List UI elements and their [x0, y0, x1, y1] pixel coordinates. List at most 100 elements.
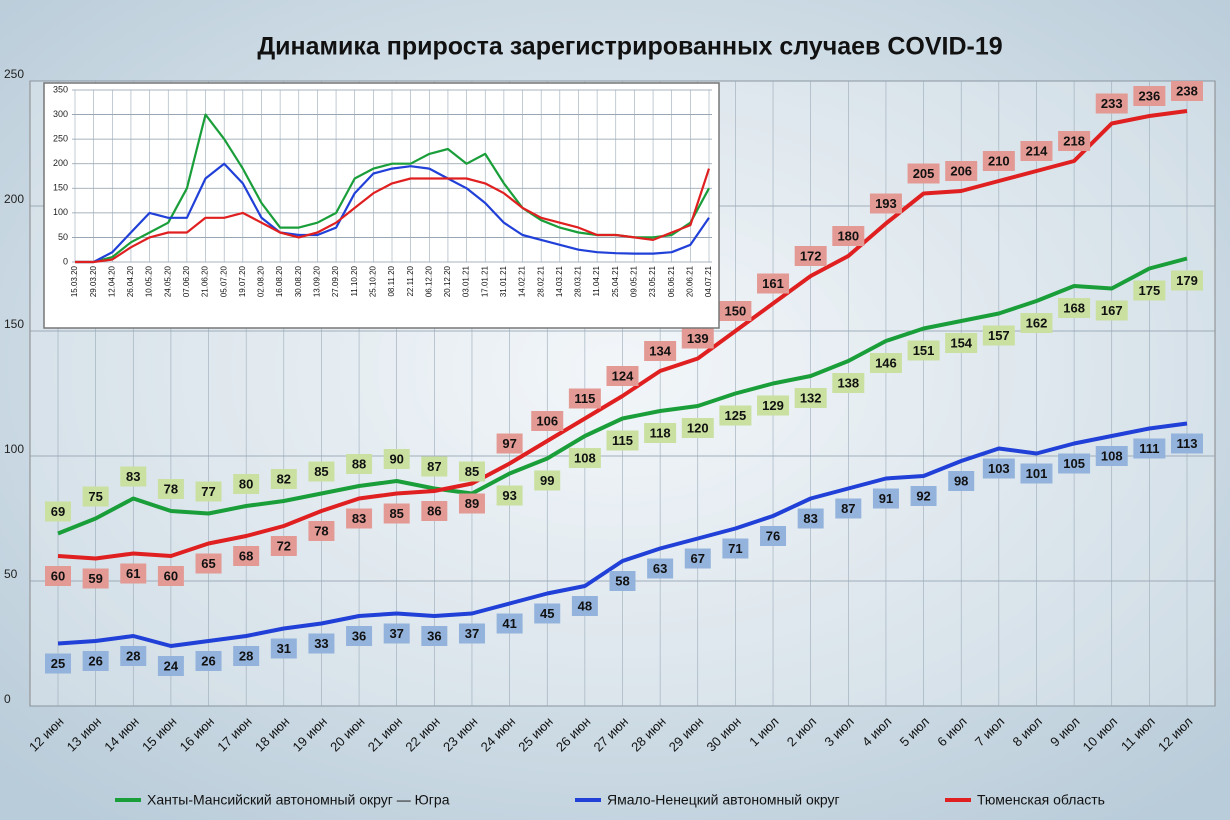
- data-label: 85: [465, 464, 479, 479]
- data-label-box: [270, 469, 297, 489]
- x-tick-label: 28.03.21: [574, 265, 583, 297]
- x-tick-label: 07.06.20: [182, 265, 191, 297]
- y-tick-label: 300: [53, 109, 68, 119]
- data-label-box: [233, 546, 260, 566]
- y-tick-label: 0: [4, 692, 11, 706]
- x-tick-label: 27.09.20: [331, 265, 340, 297]
- data-label: 179: [1176, 273, 1198, 288]
- data-label: 41: [502, 616, 516, 631]
- data-label-box: [157, 566, 184, 586]
- data-label: 206: [950, 163, 972, 178]
- data-label-box: [647, 558, 674, 579]
- data-label: 60: [164, 568, 178, 583]
- data-label: 61: [126, 566, 140, 581]
- data-label-box: [496, 613, 523, 634]
- legend-label: Ямало-Ненецкий автономный округ: [607, 792, 840, 808]
- data-label-box: [1020, 141, 1053, 161]
- data-label: 85: [389, 506, 403, 521]
- y-tick-label: 200: [53, 158, 68, 168]
- data-label-box: [383, 503, 410, 524]
- data-label: 25: [51, 656, 65, 671]
- data-label-box: [233, 646, 260, 666]
- data-label-box: [757, 395, 790, 416]
- data-label: 134: [649, 343, 671, 358]
- data-label-box: [757, 273, 790, 294]
- data-label: 82: [277, 471, 291, 486]
- data-label-box: [681, 328, 714, 349]
- data-label: 63: [653, 561, 667, 576]
- data-label: 37: [389, 626, 403, 641]
- data-label: 180: [837, 228, 859, 243]
- data-label: 87: [841, 501, 855, 516]
- data-label: 37: [465, 626, 479, 641]
- x-tick-label: 06.12.20: [424, 265, 433, 297]
- data-label: 97: [502, 436, 516, 451]
- data-label: 68: [239, 548, 253, 563]
- data-label-box: [120, 563, 147, 584]
- data-label-box: [609, 571, 636, 591]
- data-label: 101: [1026, 466, 1048, 481]
- x-tick-label: 29.03.20: [89, 265, 98, 297]
- data-label: 108: [1101, 448, 1123, 463]
- data-label: 28: [239, 648, 253, 663]
- data-label: 162: [1026, 315, 1048, 330]
- data-label-box: [869, 353, 902, 373]
- series-line: [75, 168, 711, 264]
- data-label-box: [458, 461, 485, 482]
- data-label-box: [1095, 300, 1128, 321]
- data-label: 76: [766, 528, 780, 543]
- data-label: 139: [687, 331, 709, 346]
- data-label-box: [82, 486, 109, 507]
- data-label: 69: [51, 504, 65, 519]
- data-label-box: [1058, 298, 1091, 318]
- data-label: 26: [88, 653, 102, 668]
- x-tick-label: 23.05.21: [648, 265, 657, 297]
- data-label-box: [120, 646, 147, 666]
- data-label-box: [907, 340, 940, 361]
- data-label: 168: [1063, 300, 1085, 315]
- x-tick-label: 06.06.21: [667, 265, 676, 297]
- data-label-box: [948, 471, 975, 491]
- data-label: 83: [352, 511, 366, 526]
- data-label-box: [835, 498, 862, 519]
- data-label-box: [719, 301, 752, 321]
- data-label-box: [157, 479, 184, 499]
- data-label: 132: [800, 390, 822, 405]
- data-label-box: [1020, 463, 1053, 484]
- data-label-box: [458, 493, 485, 514]
- data-label: 146: [875, 355, 897, 370]
- y-tick-label: 250: [4, 67, 24, 81]
- data-label: 157: [988, 328, 1010, 343]
- x-tick-label: 04.07.21: [704, 265, 713, 297]
- data-label: 78: [164, 481, 178, 496]
- data-label: 98: [954, 473, 968, 488]
- data-label: 167: [1101, 303, 1123, 318]
- data-label: 93: [502, 488, 516, 503]
- data-label: 115: [574, 391, 595, 406]
- data-label: 28: [126, 648, 140, 663]
- data-label: 67: [691, 551, 705, 566]
- data-label-box: [120, 466, 147, 487]
- y-tick-label: 50: [4, 567, 18, 581]
- data-label: 150: [725, 303, 747, 318]
- x-tick-label: 16.08.20: [275, 265, 284, 297]
- data-label-box: [872, 488, 899, 509]
- data-label: 154: [950, 335, 972, 350]
- data-label-box: [308, 461, 335, 482]
- data-label: 36: [352, 628, 366, 643]
- data-label-box: [534, 603, 561, 624]
- data-label-box: [794, 388, 827, 408]
- data-label: 161: [762, 276, 784, 291]
- chart-title: Динамика прироста зарегистрированных слу…: [257, 33, 1002, 61]
- series-line: [57, 421, 1188, 648]
- data-label: 89: [465, 496, 479, 511]
- data-label: 218: [1063, 133, 1085, 148]
- x-tick-label: 09.05.21: [630, 265, 639, 297]
- data-label-box: [910, 486, 937, 506]
- data-label-box: [982, 458, 1015, 479]
- x-tick-label: 03.01.21: [462, 265, 471, 297]
- x-tick-label: 11.04.21: [592, 265, 601, 296]
- data-label-box: [270, 536, 297, 556]
- x-tick-label: 20.06.21: [685, 265, 694, 297]
